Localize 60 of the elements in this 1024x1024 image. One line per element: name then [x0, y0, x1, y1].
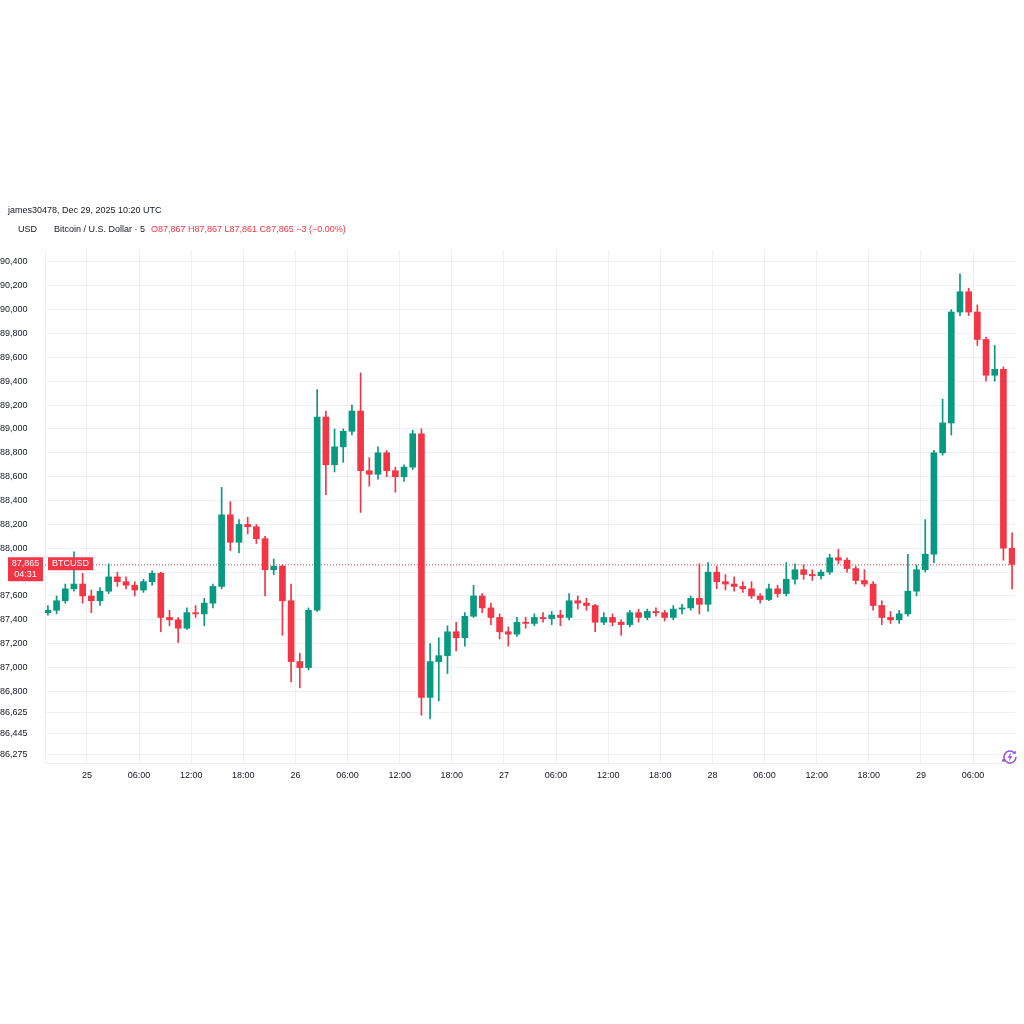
candlestick	[730, 576, 738, 592]
y-tick-label: 89,200	[0, 399, 28, 410]
y-tick-label: 86,800	[0, 685, 28, 696]
candlestick	[365, 457, 373, 487]
y-tick-label: 88,200	[0, 518, 28, 529]
x-tick-label: 18:00	[649, 769, 672, 780]
candlestick	[435, 637, 443, 702]
candlestick	[452, 621, 460, 652]
y-tick-label: 90,000	[0, 304, 28, 315]
y-tick-label: 88,800	[0, 447, 28, 458]
candlestick	[808, 569, 816, 581]
x-tick-label: 12:00	[805, 769, 828, 780]
y-tick-label: 88,000	[0, 542, 28, 553]
x-tick-label: 29	[915, 769, 926, 780]
y-tick-label: 89,000	[0, 423, 28, 434]
x-tick-label: 12:00	[388, 769, 411, 780]
y-tick-label: 86,625	[0, 706, 28, 717]
ref-line-label: BTCUSD	[51, 558, 90, 569]
x-tick-label: 06:00	[753, 769, 776, 780]
x-tick-label: 12:00	[596, 769, 620, 780]
y-tick-label: 89,800	[0, 328, 28, 338]
text: james30478, Dec 29, 2025 10:20 UTC	[8, 205, 162, 215]
x-tick-label: 18:00	[440, 769, 464, 780]
candlestick	[652, 607, 660, 617]
candlestick	[244, 516, 252, 535]
candlestick	[539, 612, 547, 623]
x-tick-label: 12:00	[179, 769, 203, 780]
text: 04:31	[14, 568, 37, 579]
y-tick-label: 90,200	[0, 280, 28, 291]
x-tick-label: 06:00	[544, 769, 568, 780]
candlestick	[296, 652, 304, 689]
y-tick-label: 88,600	[0, 471, 28, 482]
candlestick	[739, 581, 747, 593]
candlestick	[88, 589, 95, 614]
y-tick-label: 86,275	[0, 748, 28, 759]
x-tick-label: 18:00	[232, 769, 255, 780]
candlestick	[991, 345, 999, 382]
x-tick-label: 06:00	[961, 769, 985, 780]
x-tick-label: 27	[498, 769, 509, 780]
y-tick-label: 87,000	[0, 662, 28, 673]
text: O87,867 H87,867 L87,861 C87,865 −3 (−0.00%)	[151, 224, 346, 234]
y-tick-label: 90,400	[0, 256, 28, 267]
x-tick-label: 26	[290, 769, 301, 780]
candlestick	[617, 619, 625, 636]
y-tick-label: 89,400	[0, 375, 28, 386]
y-tick-label: 87,400	[0, 614, 28, 625]
chart-title: Bitcoin / U.S. Dollar · 5	[54, 224, 146, 234]
x-tick-label: 28	[707, 769, 718, 780]
x-tick-label: 06:00	[127, 769, 151, 780]
y-tick-label: 89,600	[0, 351, 28, 362]
candlestick	[504, 626, 512, 647]
y-tick-label: 87,600	[0, 590, 28, 601]
x-tick-label: 06:00	[336, 769, 359, 780]
x-tick-label: 18:00	[857, 769, 881, 780]
text: 87,865	[11, 558, 40, 569]
y-tick-label: 86,445	[0, 728, 28, 739]
x-tick-label: 25	[81, 769, 92, 780]
y-axis-title: USD	[18, 224, 38, 234]
y-tick-label: 87,200	[0, 638, 28, 649]
y-tick-label: 88,400	[0, 495, 28, 506]
